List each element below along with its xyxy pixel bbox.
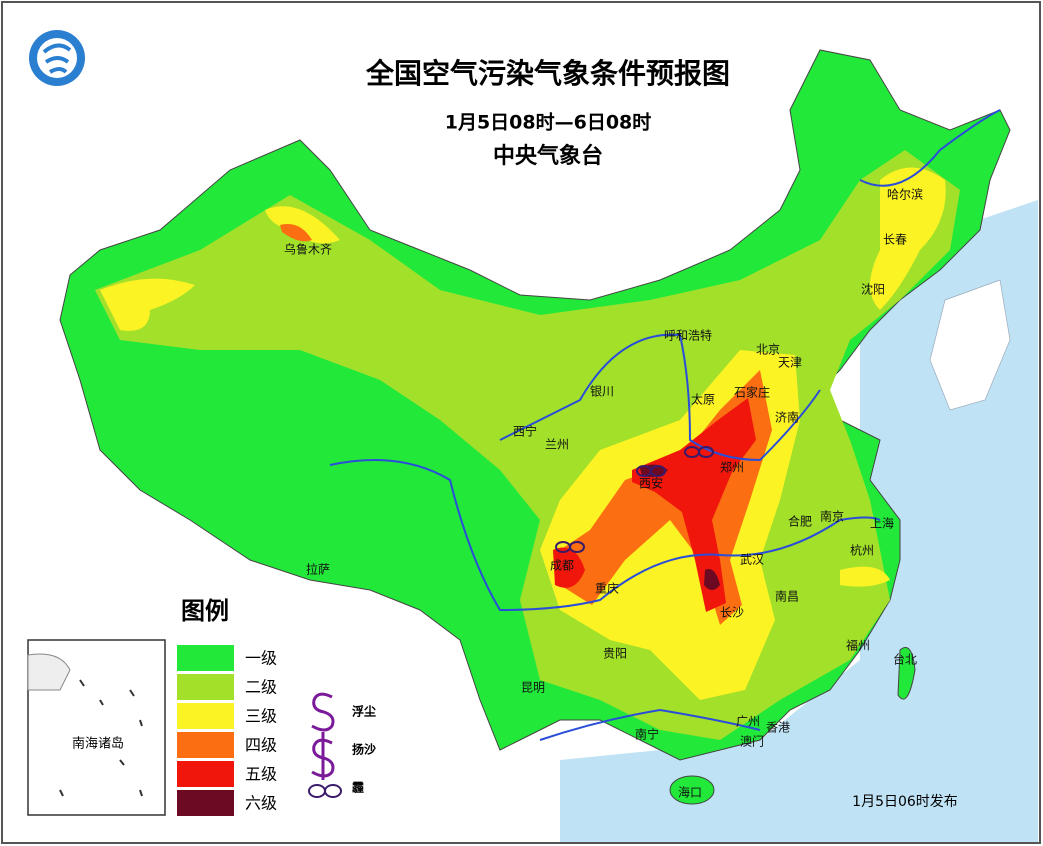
- map-title: 全国空气污染气象条件预报图: [365, 57, 730, 90]
- city-label: 澳门: [740, 734, 764, 749]
- sea: [560, 200, 1038, 842]
- pollution-zones: [59, 49, 1011, 805]
- legend-label: 二级: [245, 678, 277, 697]
- city-label: 广州: [736, 715, 760, 729]
- symbol-label: 扬沙: [352, 742, 376, 757]
- legend-title: 图例: [181, 597, 229, 625]
- haze-symbols: [555, 446, 714, 553]
- inset-label: 南海诸岛: [72, 736, 124, 752]
- issue-time: 1月5日06时发布: [852, 794, 958, 810]
- city-label: 南京: [820, 509, 844, 524]
- zone-6: [704, 569, 720, 590]
- symbol-label: 霾: [352, 781, 364, 795]
- logo: [29, 30, 85, 86]
- city-label: 呼和浩特: [664, 328, 712, 343]
- zone-1: [669, 775, 715, 805]
- legend-swatch: [177, 703, 234, 729]
- legend-swatch: [177, 674, 234, 700]
- city-label: 北京: [756, 343, 780, 357]
- city-label: 南昌: [775, 589, 799, 604]
- city-label: 天津: [778, 356, 802, 370]
- city-label: 海口: [678, 785, 702, 800]
- city-label: 哈尔滨: [887, 187, 923, 202]
- city-label: 贵阳: [603, 647, 627, 661]
- city-label: 成都: [550, 559, 574, 573]
- zone-5: [553, 547, 585, 588]
- city-label: 乌鲁木齐: [284, 242, 332, 257]
- symbol-label: 浮尘: [352, 704, 376, 719]
- symbol-icons: [308, 692, 342, 798]
- zone-3: [265, 206, 340, 244]
- legend-label: 六级: [245, 794, 277, 813]
- city-label: 重庆: [595, 582, 619, 596]
- zone-3: [840, 566, 890, 587]
- city-label: 济南: [775, 410, 799, 425]
- city-label: 兰州: [545, 438, 569, 452]
- legend-label: 五级: [245, 765, 277, 784]
- city-label: 长沙: [720, 606, 744, 620]
- legend-swatch: [177, 732, 234, 758]
- legend-swatch: [177, 645, 234, 671]
- city-label: 上海: [870, 516, 894, 531]
- city-label: 太原: [691, 392, 715, 407]
- legend-label: 一级: [245, 649, 277, 668]
- city-label: 长春: [883, 233, 907, 247]
- city-label: 台北: [893, 652, 917, 667]
- city-label: 银川: [590, 385, 614, 399]
- city-label: 南宁: [635, 727, 659, 742]
- city-label: 昆明: [521, 681, 545, 695]
- legend-swatch: [177, 790, 234, 816]
- zone-3: [100, 278, 195, 331]
- zone-5: [632, 398, 756, 612]
- legend-label: 四级: [245, 736, 277, 755]
- city-label: 西宁: [513, 424, 537, 439]
- city-label: 香港: [766, 721, 790, 735]
- zone-4: [280, 224, 312, 242]
- legend-label: 三级: [245, 707, 277, 726]
- city-label: 沈阳: [861, 282, 885, 297]
- legend-swatch: [177, 761, 234, 787]
- forecast-period: 1月5日08时—6日08时: [445, 112, 652, 134]
- city-label: 福州: [846, 638, 870, 653]
- city-label: 杭州: [850, 543, 874, 558]
- city-label: 石家庄: [734, 385, 770, 400]
- zone-3: [870, 167, 946, 310]
- issuer: 中央气象台: [493, 143, 603, 169]
- city-label: 拉萨: [306, 562, 330, 577]
- city-label: 郑州: [720, 460, 744, 475]
- zone-1: [897, 647, 916, 700]
- rivers: [329, 109, 1001, 741]
- city-label: 西安: [639, 476, 663, 491]
- city-label: 合肥: [788, 514, 812, 529]
- city-label: 武汉: [740, 553, 764, 567]
- inset: 南海诸岛: [27, 639, 166, 816]
- zone-6: [640, 464, 668, 478]
